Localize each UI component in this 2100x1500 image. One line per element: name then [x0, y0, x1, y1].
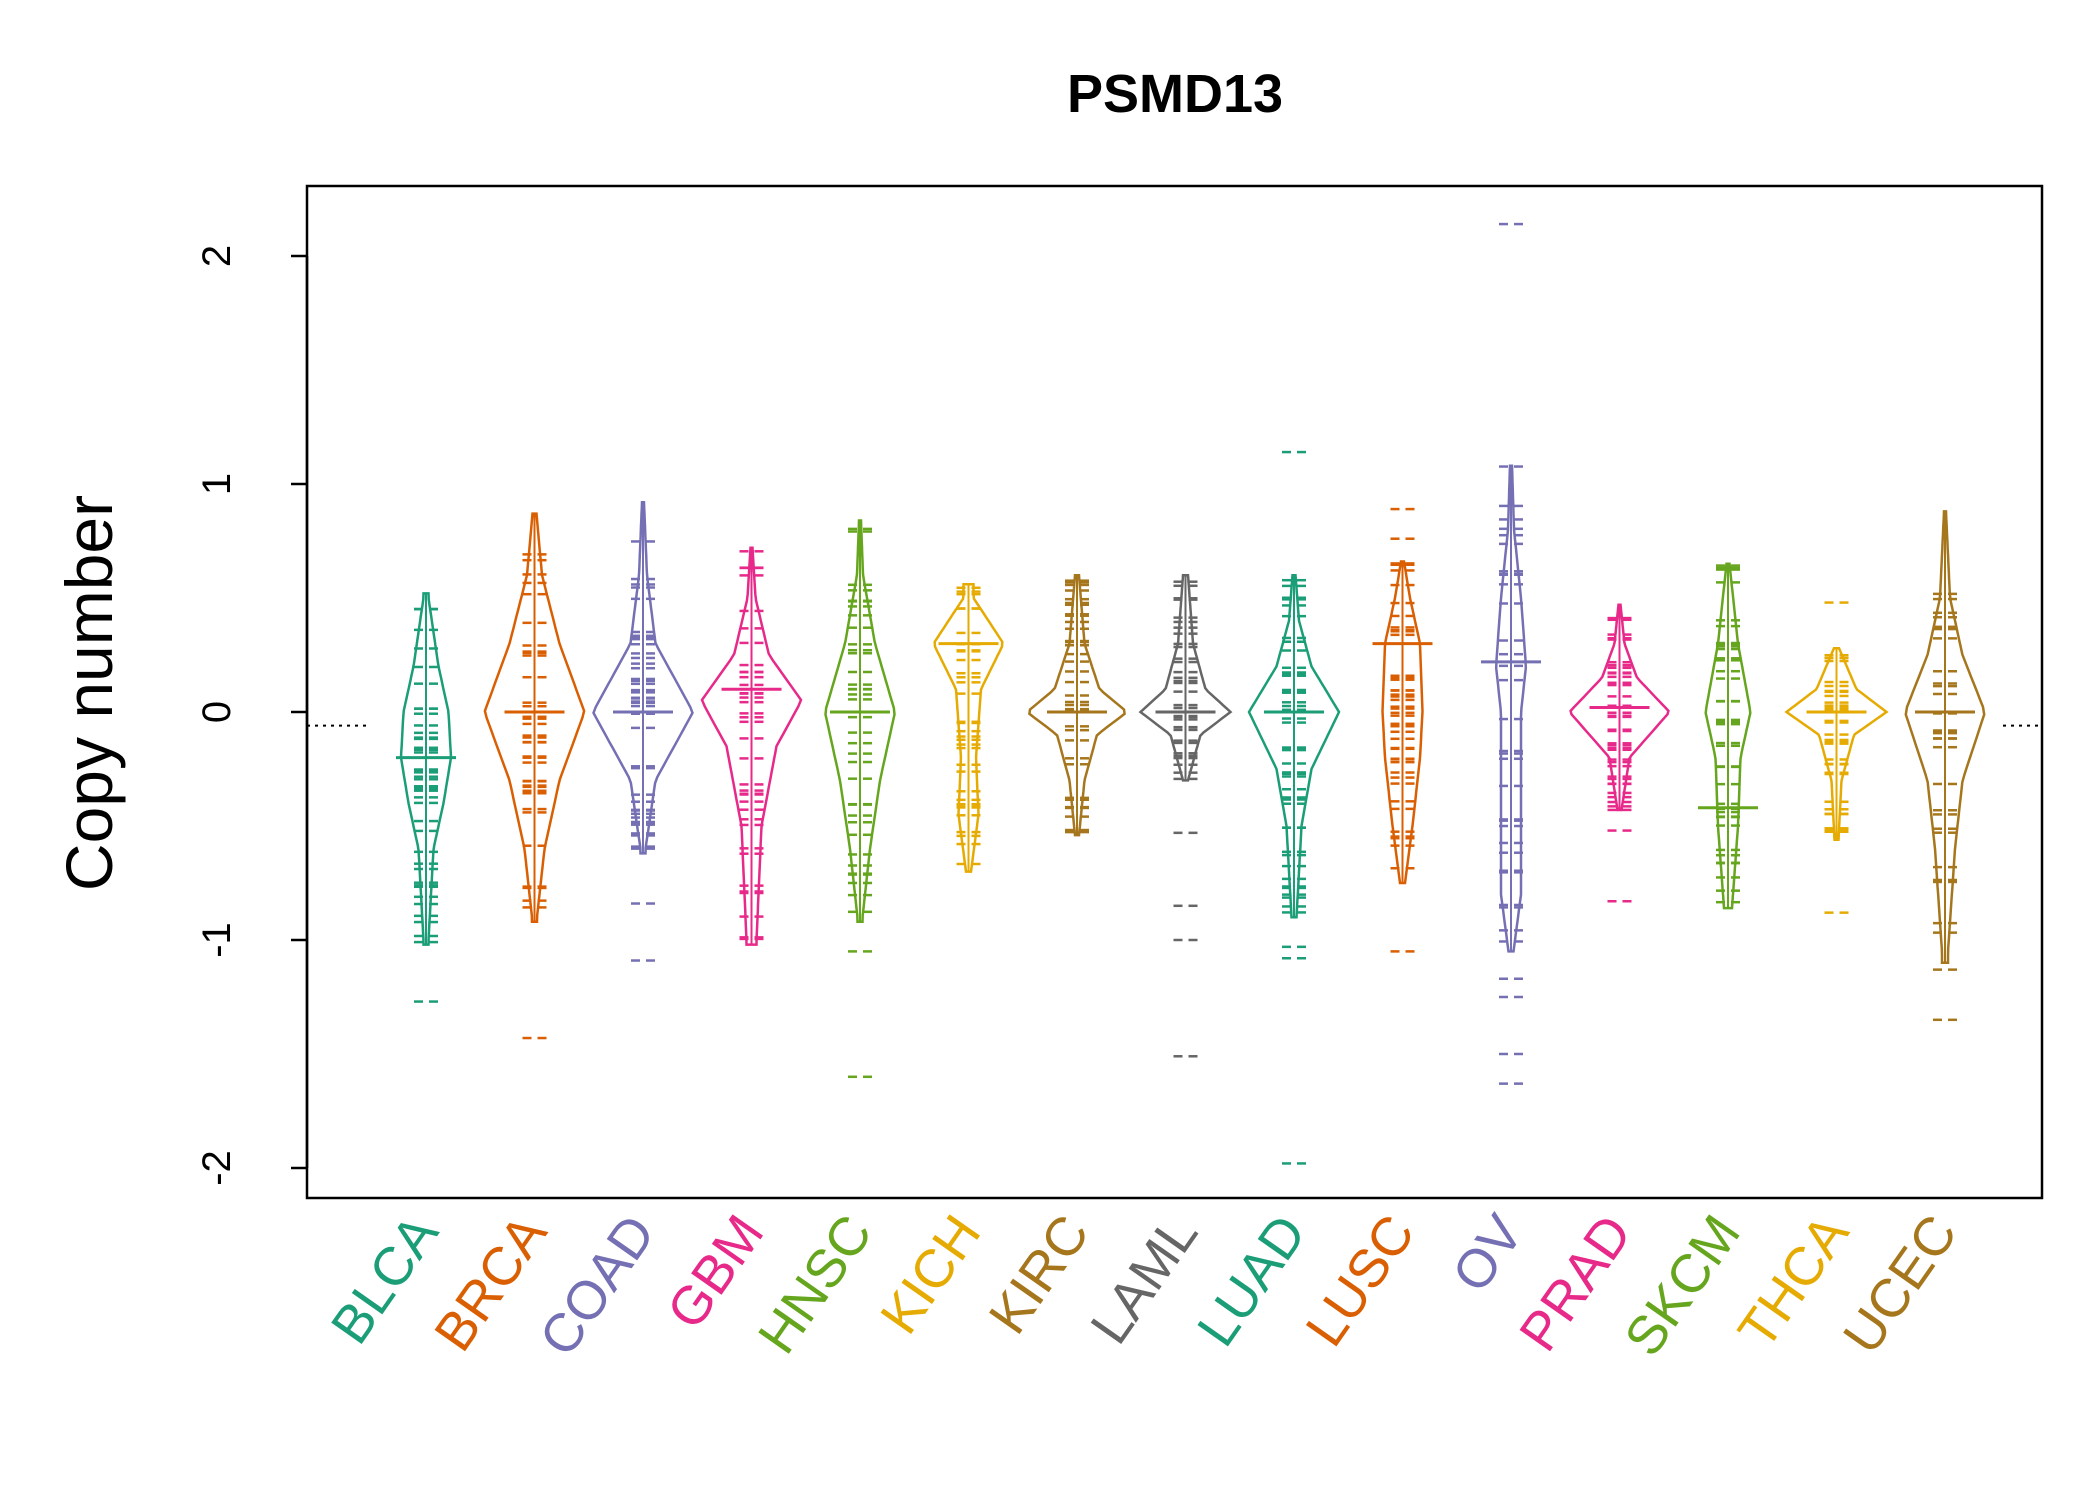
x-tick-label-skcm: SKCM — [1613, 1204, 1752, 1366]
bean-gbm — [696, 546, 807, 946]
bean-lusc — [1347, 507, 1458, 953]
plot-area — [307, 222, 2042, 1165]
bean-brca — [479, 512, 590, 1040]
y-axis: -2 -1 0 1 2 — [195, 245, 309, 1186]
bean-kirc — [1022, 573, 1132, 837]
bean-laml — [1130, 573, 1241, 1058]
bean-luad — [1239, 450, 1349, 1165]
bean-blca — [371, 592, 481, 1003]
x-tick-label-kirc: KIRC — [978, 1204, 1101, 1344]
x-tick-label-kich: KICH — [869, 1204, 992, 1344]
bean-ucec — [1890, 510, 2000, 1022]
bean-prad — [1564, 603, 1675, 903]
y-tick-label: -2 — [195, 1150, 239, 1186]
bean-thca — [1781, 601, 1892, 914]
x-tick-label-laml: LAML — [1079, 1204, 1209, 1354]
y-axis-label: Copy number — [52, 495, 126, 891]
bean-kich — [913, 583, 1024, 873]
x-tick-label-ucec: UCEC — [1832, 1204, 1969, 1364]
x-tick-label-coad: COAD — [528, 1204, 667, 1366]
x-tick-label-luad: LUAD — [1186, 1204, 1318, 1356]
bean-hnsc — [805, 519, 915, 1079]
x-tick-label-lusc: LUSC — [1295, 1204, 1427, 1356]
x-tick-label-ov: OV — [1441, 1204, 1535, 1302]
y-tick-label: 1 — [195, 473, 239, 495]
x-tick-label-hnsc: HNSC — [747, 1204, 884, 1364]
y-tick-label: 0 — [195, 701, 239, 723]
bean-coad — [588, 500, 698, 962]
bean-ov — [1456, 222, 1566, 1085]
bean-skcm — [1673, 562, 1783, 910]
chart-title: PSMD13 — [1067, 64, 1283, 124]
y-tick-label: -1 — [195, 922, 239, 958]
y-tick-label: 2 — [195, 245, 239, 267]
